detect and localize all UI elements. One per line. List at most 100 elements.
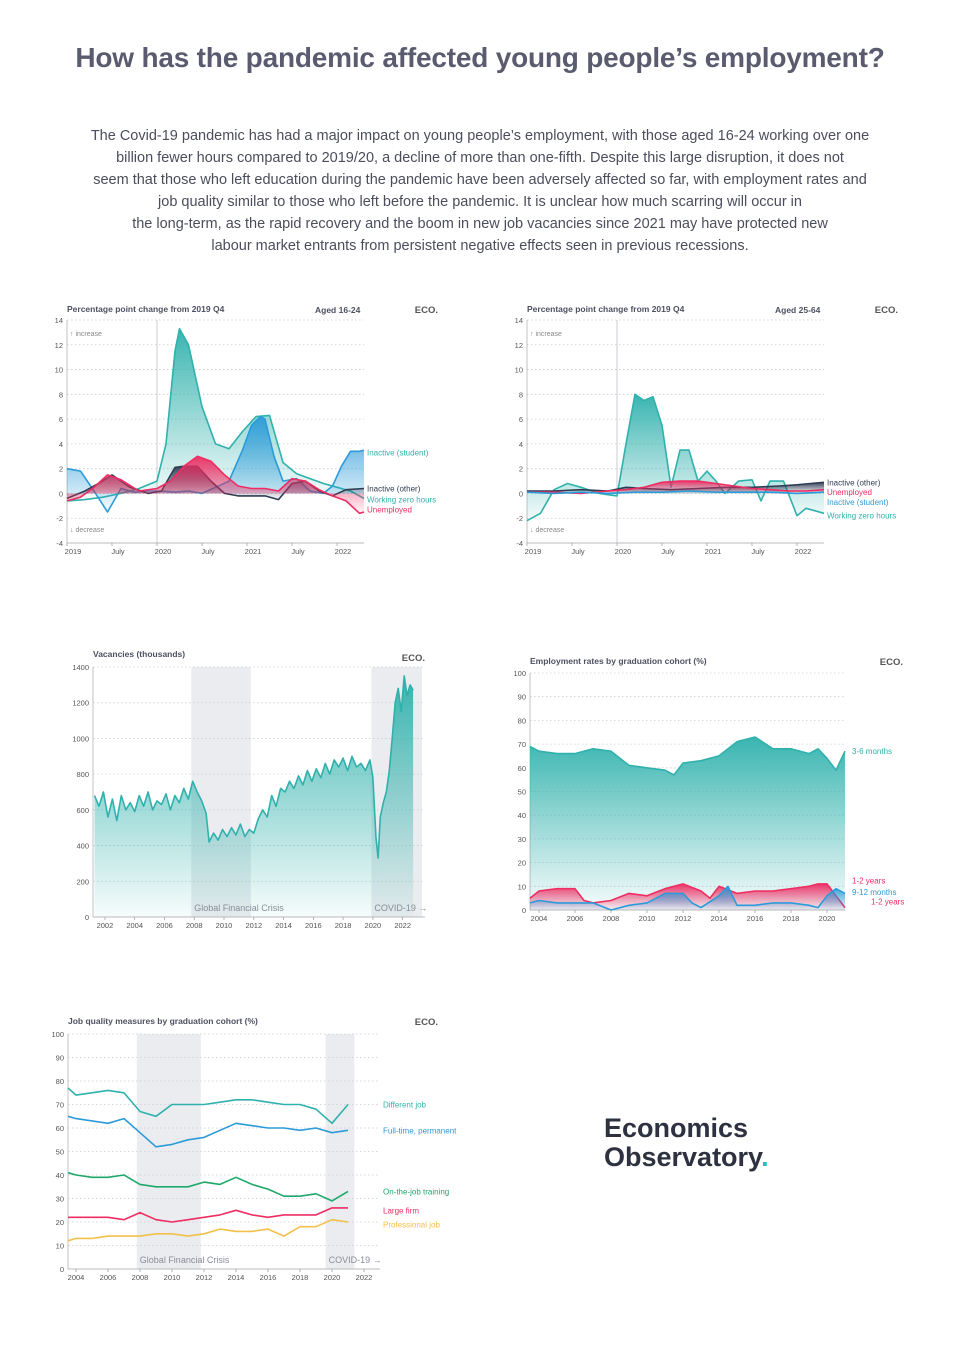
y-tick-label: 60 — [56, 1124, 64, 1133]
series-label: Unemployed — [827, 488, 872, 497]
series-line — [68, 1207, 348, 1223]
y-tick-label: 1000 — [72, 734, 89, 743]
y-tick-label: 2 — [59, 465, 63, 474]
chart-title: Percentage point change from 2019 Q4 — [67, 304, 225, 314]
chart-title: Percentage point change from 2019 Q4 — [527, 304, 685, 314]
series-label: Inactive (student) — [827, 498, 889, 507]
logo-line-2: Observatory. — [604, 1143, 769, 1172]
y-tick-label: 600 — [76, 806, 89, 815]
x-tick-label: July — [201, 547, 215, 556]
series-label: 1-2 years — [871, 898, 904, 907]
x-tick-label: 2006 — [567, 914, 584, 923]
y-tick-label: 10 — [56, 1242, 64, 1251]
intro-line: The Covid-19 pandemic has had a major im… — [90, 128, 870, 144]
decrease-note: ↓ decrease — [530, 527, 564, 534]
x-tick-label: 2021 — [705, 547, 722, 556]
y-tick-label: 1400 — [72, 663, 89, 672]
series-label: 1-2 years — [852, 876, 885, 885]
x-tick-label: July — [751, 547, 765, 556]
chart-aged-25-64: -4 -2 0 2 4 6 8 10 12 14 2019 July 2020 July 2021 July 2… — [515, 304, 898, 556]
intro-line: labour market entrants from persistent n… — [211, 238, 749, 254]
y-tick-label: 30 — [518, 835, 526, 844]
x-tick-label: 2019 — [65, 547, 82, 556]
x-tick-label: 2006 — [156, 921, 173, 930]
series-line — [526, 393, 825, 522]
y-tick-label: 8 — [519, 390, 523, 399]
y-tick-label: 90 — [56, 1054, 64, 1063]
y-tick-label: 100 — [513, 669, 526, 678]
series-line — [67, 1087, 349, 1125]
series-label: Working zero hours — [827, 512, 896, 521]
y-tick-label: 0 — [519, 489, 523, 498]
y-tick-label: 1200 — [72, 699, 89, 708]
x-tick-label: 2016 — [747, 914, 764, 923]
logo-line-1: Economics — [604, 1113, 749, 1143]
x-tick-label: 2010 — [639, 914, 656, 923]
series-label: Inactive (student) — [367, 449, 429, 458]
y-tick-label: 70 — [518, 740, 526, 749]
y-tick-label: 80 — [56, 1077, 64, 1086]
y-tick-label: 0 — [60, 1265, 64, 1274]
y-tick-label: 12 — [515, 341, 523, 350]
x-tick-label: 2014 — [228, 1273, 245, 1282]
y-tick-label: 0 — [522, 906, 526, 915]
x-tick-label: July — [571, 547, 585, 556]
economics-observatory-logo: Economics Observatory. — [604, 1114, 769, 1172]
intro-line: job quality similar to those who left be… — [158, 194, 802, 210]
y-tick-label: 12 — [55, 341, 63, 350]
y-tick-label: -4 — [56, 539, 63, 548]
y-tick-label: 8 — [59, 390, 63, 399]
x-tick-label: 2020 — [324, 1273, 341, 1282]
y-tick-label: 80 — [518, 716, 526, 725]
chart-title: Employment rates by graduation cohort (%… — [530, 656, 707, 666]
x-tick-label: 2019 — [525, 547, 542, 556]
x-tick-label: 2022 — [335, 547, 352, 556]
series-line — [67, 1171, 349, 1202]
series-label: Full-time, permanent — [383, 1126, 457, 1135]
chart-title: Job quality measures by graduation cohor… — [68, 1016, 258, 1026]
series-line — [526, 490, 825, 495]
intro-line: billion fewer hours compared to 2019/20,… — [116, 150, 844, 166]
y-tick-label: 4 — [59, 440, 63, 449]
series-label: Different job — [383, 1101, 427, 1110]
series-line — [66, 455, 365, 515]
x-tick-label: July — [661, 547, 675, 556]
x-tick-label: 2020 — [155, 547, 172, 556]
x-tick-label: 2002 — [97, 921, 114, 930]
y-tick-label: 40 — [518, 811, 526, 820]
x-tick-label: 2008 — [132, 1273, 149, 1282]
y-tick-label: -4 — [516, 539, 523, 548]
y-tick-label: 800 — [76, 770, 89, 779]
y-tick-label: 30 — [56, 1195, 64, 1204]
x-tick-label: 2010 — [164, 1273, 181, 1282]
x-tick-label: 2004 — [531, 914, 548, 923]
series-label: On-the-job training — [383, 1187, 449, 1196]
y-tick-label: 20 — [56, 1218, 64, 1227]
decrease-note: ↓ decrease — [70, 527, 104, 534]
x-tick-label: 2022 — [795, 547, 812, 556]
x-tick-label: 2012 — [245, 921, 262, 930]
y-tick-label: 0 — [85, 913, 89, 922]
x-tick-label: 2018 — [783, 914, 800, 923]
y-tick-label: 6 — [59, 415, 63, 424]
x-tick-label: 2022 — [394, 921, 411, 930]
x-tick-label: July — [111, 547, 125, 556]
series-line — [529, 885, 846, 911]
eco-brand: ECO. — [880, 657, 903, 668]
series-line — [93, 675, 414, 859]
series-label: Inactive (other) — [367, 484, 421, 493]
x-tick-label: July — [291, 547, 305, 556]
y-tick-label: 10 — [55, 366, 63, 375]
intro-line: the long-term, as the rapid recovery and… — [132, 216, 828, 232]
series-line — [67, 1115, 349, 1148]
y-tick-label: 6 — [519, 415, 523, 424]
y-tick-label: 400 — [76, 842, 89, 851]
increase-note: ↑ increase — [530, 331, 562, 338]
series-label: 9-12 months — [852, 888, 896, 897]
x-tick-label: 2004 — [126, 921, 143, 930]
series-label: Unemployed — [367, 506, 412, 515]
x-tick-label: 2016 — [305, 921, 322, 930]
chart-job-quality: Global Financial Crisis COVID-19 → 0 10 20 30… — [51, 1016, 457, 1282]
y-tick-label: 0 — [59, 489, 63, 498]
y-tick-label: 2 — [519, 465, 523, 474]
